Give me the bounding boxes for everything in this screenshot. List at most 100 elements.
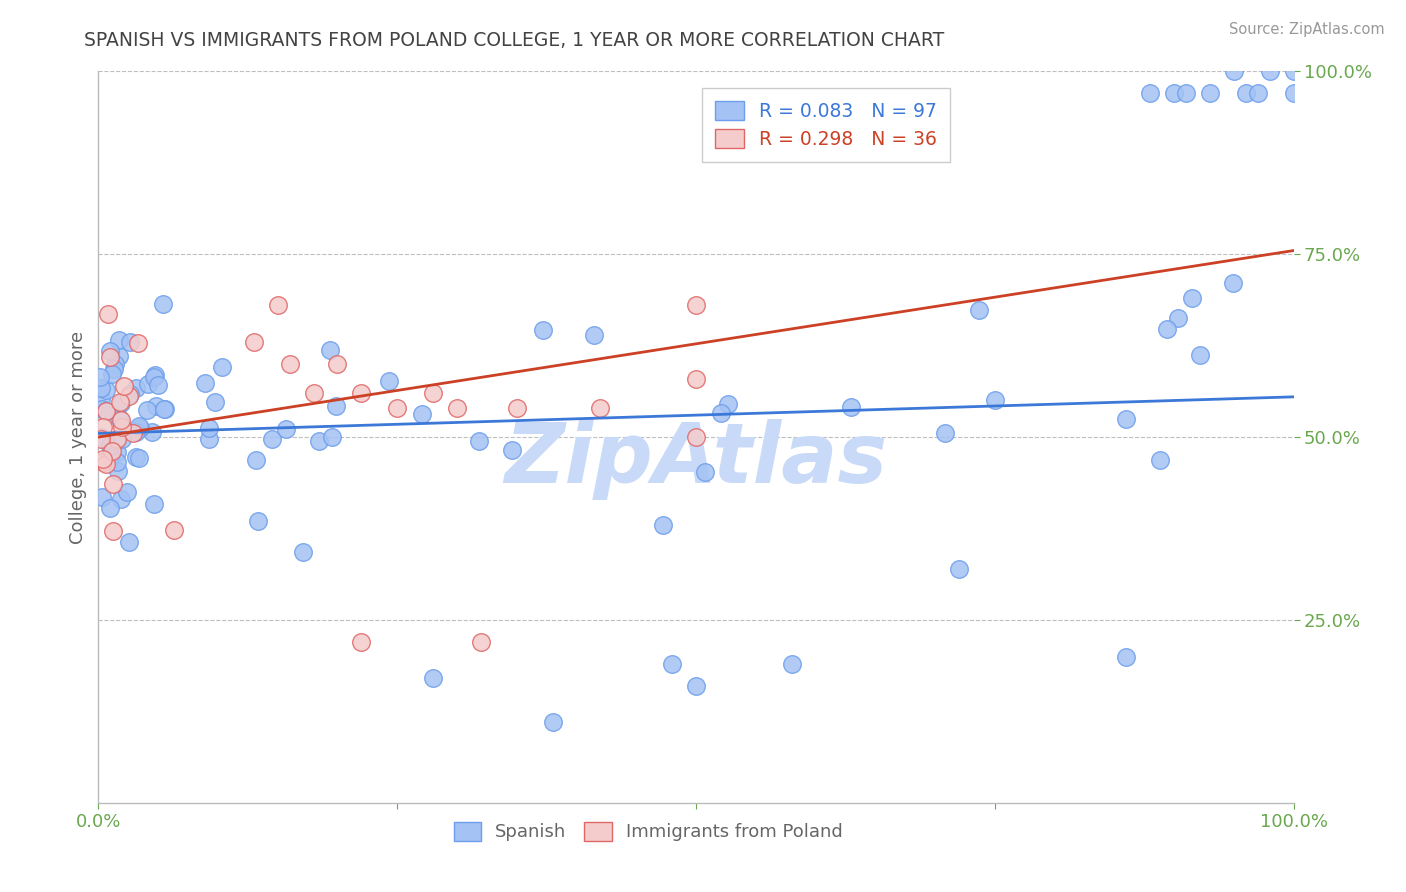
Point [1181,291,1204,305]
Point [108,350,131,364]
Point [589,401,612,415]
Point [145,400,167,414]
Point [143,368,166,382]
Point [136,376,159,391]
Point [90,432,112,446]
Point [984,393,1007,408]
Text: Source: ZipAtlas.com: Source: ZipAtlas.com [1229,22,1385,37]
Legend: Spanish, Immigrants from Poland: Spanish, Immigrants from Poland [446,814,851,848]
Point [661,657,683,671]
Point [302,386,325,401]
Point [378,374,401,388]
Point [100,500,122,515]
Point [411,407,433,421]
Point [446,401,468,415]
Point [1258,64,1281,78]
Point [103,357,125,371]
Point [204,395,226,409]
Point [246,514,269,528]
Point [107,333,129,347]
Point [153,401,176,416]
Point [91,455,114,469]
Point [1247,87,1270,101]
Point [105,432,128,446]
Point [143,497,166,511]
Point [262,432,284,446]
Point [685,679,707,693]
Point [110,396,132,410]
Point [780,657,803,671]
Y-axis label: College, 1 year or more: College, 1 year or more [69,331,87,543]
Point [111,419,134,434]
Point [194,376,217,391]
Point [710,405,733,419]
Point [118,335,141,350]
Point [267,298,290,312]
Point [142,370,165,384]
Point [128,418,150,433]
Point [243,334,266,349]
Point [934,425,956,440]
Point [90,401,112,416]
Point [308,434,330,448]
Point [98,439,121,453]
Point [136,403,159,417]
Point [1234,87,1257,101]
Point [110,492,132,507]
Point [108,411,131,425]
Point [501,443,523,458]
Point [1167,310,1189,325]
Point [112,378,135,392]
Point [94,383,117,397]
Point [948,562,970,576]
Point [1223,64,1246,78]
Point [839,401,862,415]
Point [91,419,114,434]
Point [89,370,111,384]
Point [90,392,112,406]
Point [1282,64,1305,78]
Point [105,455,128,469]
Point [685,298,707,312]
Point [148,377,170,392]
Point [245,453,267,467]
Point [128,450,150,465]
Point [91,451,114,466]
Point [292,545,315,559]
Point [350,386,373,401]
Point [98,344,121,359]
Point [121,426,143,441]
Point [105,445,128,459]
Point [118,387,141,401]
Point [470,635,492,649]
Point [100,444,122,458]
Point [1139,87,1161,101]
Point [1282,87,1305,101]
Point [115,485,138,500]
Point [110,413,132,427]
Point [693,465,716,479]
Point [94,404,117,418]
Point [197,420,219,434]
Point [90,381,112,395]
Point [583,327,606,342]
Point [91,491,114,505]
Point [97,307,120,321]
Point [103,361,125,376]
Point [325,400,347,414]
Point [1115,412,1137,426]
Point [541,715,564,730]
Point [108,395,131,409]
Point [422,386,444,401]
Point [125,381,148,395]
Point [125,450,148,464]
Point [321,430,343,444]
Point [1149,453,1171,467]
Point [94,404,117,418]
Point [98,450,121,464]
Point [278,357,301,371]
Point [125,425,148,439]
Point [1175,87,1198,101]
Point [101,477,124,491]
Point [967,303,990,318]
